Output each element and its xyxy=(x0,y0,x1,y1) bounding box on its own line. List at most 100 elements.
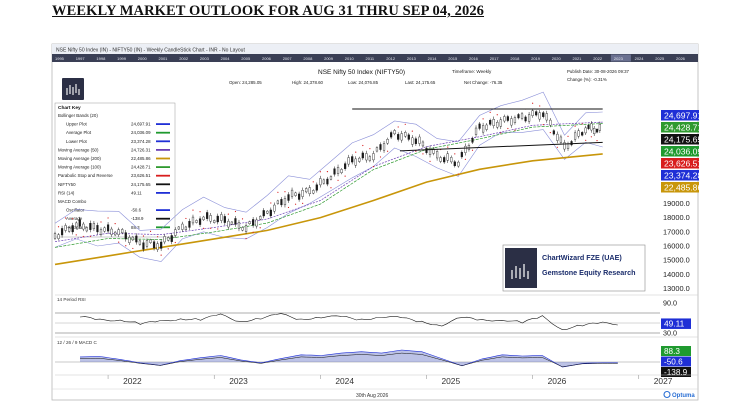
last-value-tag-text: 24,697.91 xyxy=(664,110,702,120)
timeline-year-2022[interactable]: 2022 xyxy=(593,56,603,61)
candle-body xyxy=(365,153,368,161)
candle-body xyxy=(71,225,74,233)
timeline-year-2003[interactable]: 2003 xyxy=(200,56,210,61)
timeline-year-2000[interactable]: 2000 xyxy=(138,56,148,61)
candle-body xyxy=(372,153,375,161)
sar-dot xyxy=(65,217,67,219)
candle-body xyxy=(103,227,106,232)
footer-date: 30th Aug 2026 xyxy=(356,393,388,399)
candle-body xyxy=(450,157,453,163)
candle-body xyxy=(234,218,237,225)
sar-dot xyxy=(312,181,314,183)
timeline-year-2012[interactable]: 2012 xyxy=(386,56,396,61)
candle-body xyxy=(156,243,159,250)
candle-body xyxy=(414,138,417,144)
candle-body xyxy=(106,224,110,232)
candle-body xyxy=(340,169,343,174)
candle-body xyxy=(464,145,467,153)
timeline-year-2018[interactable]: 2018 xyxy=(510,56,520,61)
timeline-year-1999[interactable]: 1999 xyxy=(117,56,127,61)
candle-body xyxy=(598,123,601,131)
timeline-year-2009[interactable]: 2009 xyxy=(324,56,334,61)
sar-dot xyxy=(277,191,279,193)
candle-body xyxy=(549,119,552,126)
timeline-year-2015[interactable]: 2015 xyxy=(448,56,458,61)
timeline-year-2014[interactable]: 2014 xyxy=(428,56,438,61)
timeline-year-2019[interactable]: 2019 xyxy=(531,56,541,61)
window-titlebar[interactable] xyxy=(52,44,698,54)
sar-dot xyxy=(149,230,152,233)
timeline-year-2024[interactable]: 2024 xyxy=(635,56,645,61)
candle-body xyxy=(393,130,396,135)
sar-dot xyxy=(210,227,212,229)
chart-key-item: Upper Plot 24,697.91 xyxy=(66,122,170,127)
sar-dot xyxy=(227,213,229,215)
sar-dot xyxy=(457,173,459,175)
timeline-year-1997[interactable]: 1997 xyxy=(76,56,86,61)
timeline-year-2001[interactable]: 2001 xyxy=(159,56,169,61)
timeline-year-2017[interactable]: 2017 xyxy=(490,56,500,61)
timeline-year-2021[interactable]: 2021 xyxy=(573,56,583,61)
candle-body xyxy=(301,189,304,197)
candle-body xyxy=(404,132,407,137)
timeline-year-2005[interactable]: 2005 xyxy=(241,56,251,61)
candle-body xyxy=(209,215,212,222)
candle-body xyxy=(329,176,333,180)
sar-dot xyxy=(294,203,297,205)
candle-body xyxy=(527,114,531,122)
timeline-year-1995[interactable]: 1995 xyxy=(55,56,65,61)
candle-body xyxy=(587,125,590,129)
x-tick-label: 2022 xyxy=(123,376,142,386)
candle-body xyxy=(181,223,184,230)
timeline-year-2013[interactable]: 2013 xyxy=(407,56,417,61)
timeline-year-2020[interactable]: 2020 xyxy=(552,56,562,61)
candle-body xyxy=(552,130,555,135)
rsi-tick-label: 30.0 xyxy=(663,329,677,338)
candle-body xyxy=(358,157,361,162)
timeline-year-2007[interactable]: 2007 xyxy=(283,56,293,61)
timeline-year-2004[interactable]: 2004 xyxy=(221,56,231,61)
timeline-year-2010[interactable]: 2010 xyxy=(345,56,355,61)
rsi-panel-label: 14 Period RSI xyxy=(57,297,86,302)
chart-key-value: 49.11 xyxy=(131,190,142,195)
high-value: High: 24,378.60 xyxy=(292,80,324,85)
timeline-years[interactable]: 1995 1997 1998 1999 2000 2001 2002 2003 2004 2005… xyxy=(55,54,686,62)
candle-body xyxy=(128,237,131,243)
optuma-logo: Optuma xyxy=(663,390,695,399)
timeline-year-2011[interactable]: 2011 xyxy=(366,56,375,61)
candle-body xyxy=(474,127,478,135)
candle-body xyxy=(298,193,301,200)
timeline-year-2023[interactable]: 2023 xyxy=(614,56,624,61)
last-value-tag: 24,175.65 xyxy=(661,134,702,145)
macd-value-tag xyxy=(661,367,691,377)
change-percent: Change (%): -0.31% xyxy=(567,77,607,82)
timeline-year-2002[interactable]: 2002 xyxy=(179,56,189,61)
candle-body xyxy=(513,117,517,123)
timeline-year-2008[interactable]: 2008 xyxy=(303,56,313,61)
sar-dot xyxy=(590,136,592,138)
sar-dot xyxy=(344,175,346,177)
timeline-year-2006[interactable]: 2006 xyxy=(262,56,272,61)
timeline-year-2026[interactable]: 2026 xyxy=(676,56,686,61)
candle-body xyxy=(471,138,474,143)
sar-dot xyxy=(125,245,127,247)
rsi-value-text: 49.11 xyxy=(664,319,685,329)
candle-body xyxy=(595,129,599,133)
candle-body xyxy=(177,226,180,230)
timeline-bar[interactable] xyxy=(52,54,698,62)
candle-body xyxy=(577,130,580,137)
candle-body xyxy=(573,132,577,140)
sar-dot xyxy=(192,209,194,211)
watermark-line1: ChartWizard FZE (UAE) xyxy=(542,253,622,262)
candle-body xyxy=(584,127,587,134)
candle-body xyxy=(237,222,241,229)
timeline-year-2016[interactable]: 2016 xyxy=(469,56,479,61)
candle-body xyxy=(566,143,570,149)
sar-dot xyxy=(415,150,417,152)
macd-value-text: 88.3 xyxy=(664,347,680,356)
bollinger-upper-line xyxy=(54,91,603,231)
sar-dot xyxy=(234,210,237,213)
timeline-year-2025[interactable]: 2025 xyxy=(655,56,665,61)
candle-body xyxy=(322,179,325,184)
timeline-year-1998[interactable]: 1998 xyxy=(96,56,106,61)
